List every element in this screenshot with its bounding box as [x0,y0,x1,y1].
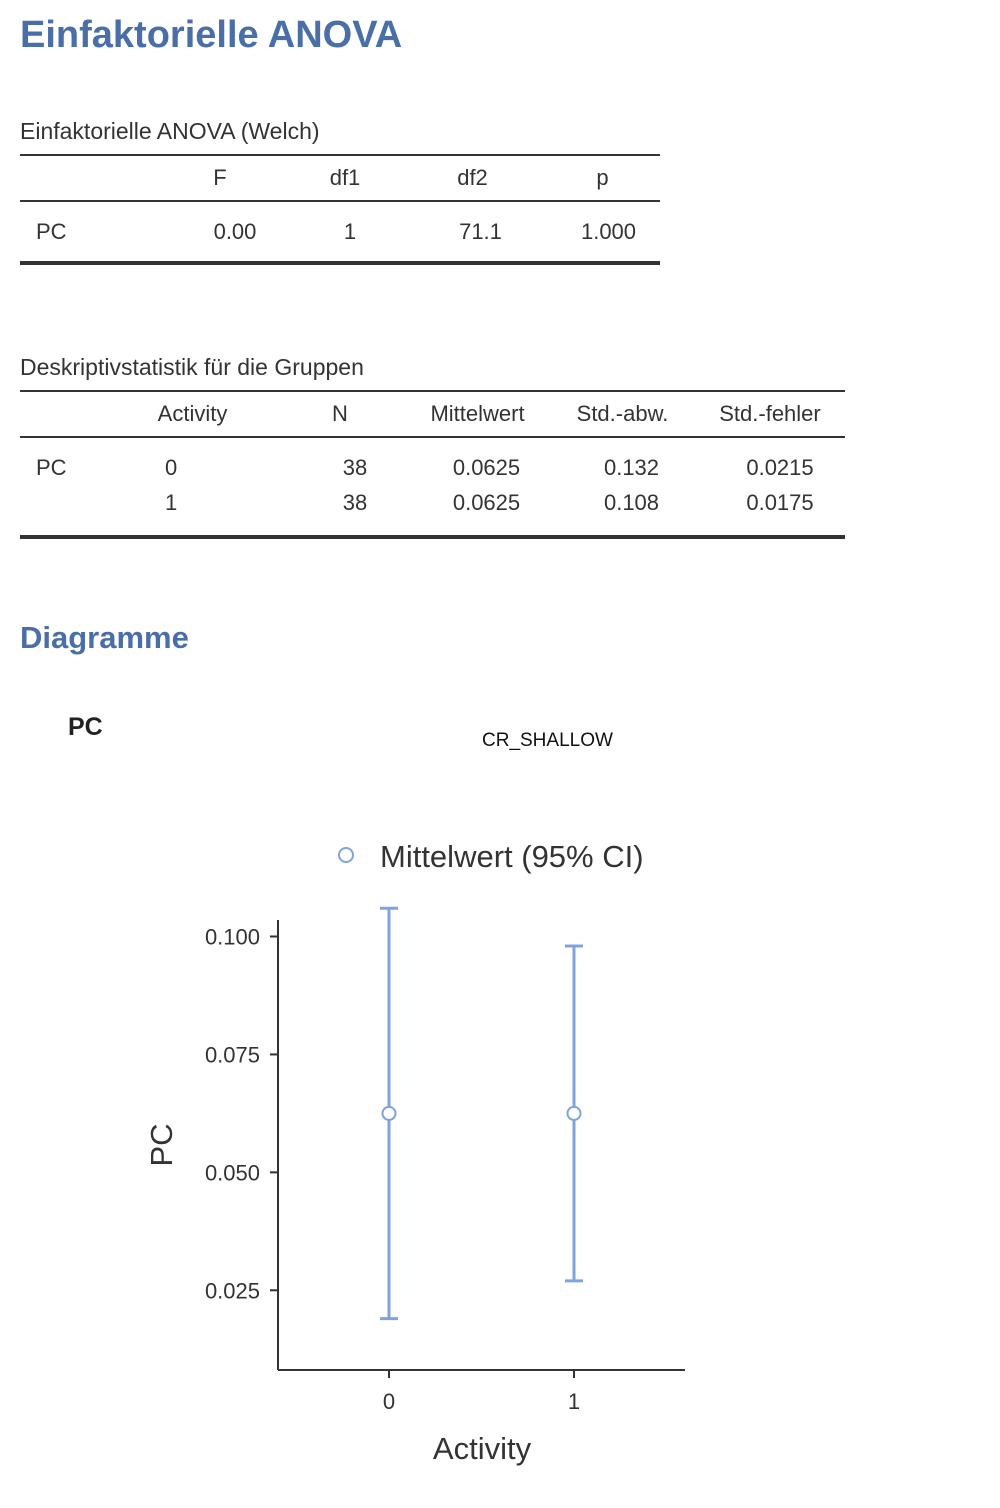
mean-point [381,1105,397,1121]
legend-label: Mittelwert (95% CI) [380,839,644,874]
table-cell: PC [20,201,150,265]
table-cell: 0.0215 [746,455,814,480]
table-cell: 0.0175 [695,487,845,539]
x-tick-label: 0 [383,1389,395,1414]
mean-point [566,1105,582,1121]
descriptives-table-block: Deskriptivstatistik für die Gruppen Acti… [20,354,845,539]
table-cell: 1 [290,201,400,265]
table-cell [20,487,150,539]
x-tick-label: 1 [568,1389,580,1414]
table-cell: 71.1 [400,201,545,265]
table-cell: 38 [342,455,368,480]
y-tick-label: 0.075 [205,1042,260,1067]
table-cell: 0.132 [603,455,660,480]
legend-marker [338,847,354,863]
table-cell: 0.0625 [452,455,521,480]
welch-anova-table: F df1 df2 p PC 0.00 1 71.1 1.000 [20,154,660,265]
welch-anova-table-block: Einfaktorielle ANOVA (Welch) F df1 df2 p… [20,118,660,265]
table-row: 1 38 0.0625 0.108 0.0175 [20,487,845,539]
descriptives-table: Activity N Mittelwert Std.-abw. Std.-feh… [20,390,845,539]
plots-heading: Diagramme [20,620,189,655]
table-cell: 1.000 [545,201,660,265]
table-cell: 0.108 [550,487,695,539]
y-tick-label: 0.100 [205,925,260,950]
column-header: Mittelwert [405,390,550,438]
column-header: N [275,390,405,438]
table-cell: 38 [275,487,405,539]
column-header [20,154,150,202]
table-cell: 0.00 [150,201,290,265]
y-tick-label: 0.050 [205,1160,260,1185]
column-header: F [150,154,290,202]
y-tick-label: 0.025 [205,1278,260,1303]
column-header: p [545,154,660,202]
desc-table-caption: Deskriptivstatistik für die Gruppen [20,354,364,380]
column-header: Activity [150,390,275,438]
table-row: PC 0.00 1 71.1 1.000 [20,201,660,265]
table-header-row: F df1 df2 p [20,154,660,202]
table-cell: 0.0625 [405,487,550,539]
column-header [20,390,150,438]
column-header: Std.-fehler [695,390,845,438]
column-header: df1 [290,154,400,202]
table-cell: 0 [165,455,178,480]
column-header: df2 [400,154,545,202]
y-axis-label: PC [144,1123,179,1166]
page-title: Einfaktorielle ANOVA [20,14,403,56]
plot-title: PC [68,713,103,741]
x-axis-label: Activity [433,1431,532,1466]
table-row: PC 0 38 0.0625 0.132 0.0215 [20,437,845,487]
column-header: Std.-abw. [550,390,695,438]
table-header-row: Activity N Mittelwert Std.-abw. Std.-feh… [20,390,845,438]
table-cell: PC [36,455,67,480]
welch-table-caption: Einfaktorielle ANOVA (Welch) [20,118,320,144]
table-cell: 1 [150,487,275,539]
plot-subtitle: CR_SHALLOW [482,730,613,751]
